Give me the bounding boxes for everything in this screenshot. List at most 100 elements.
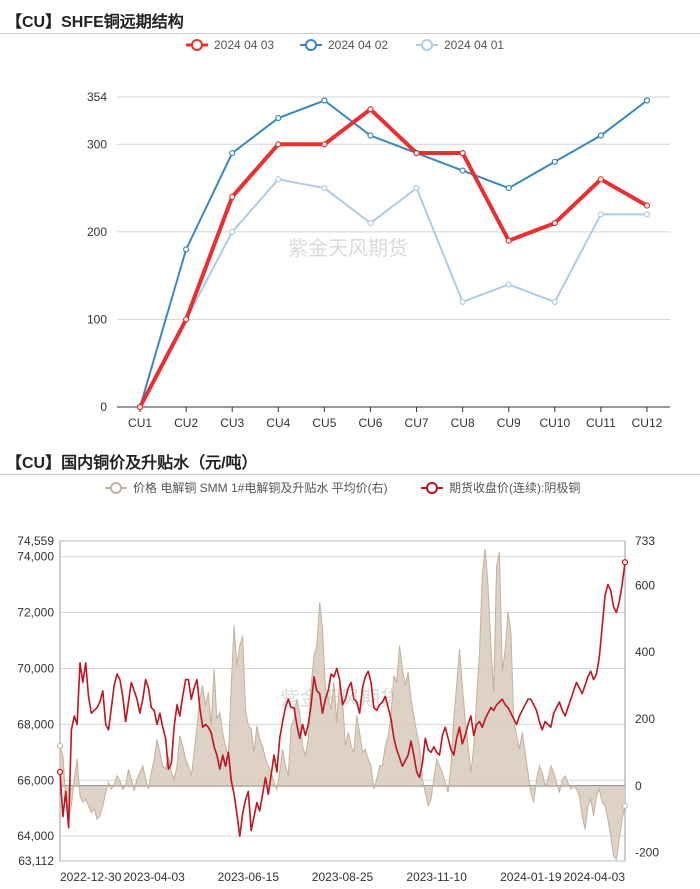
series-3-point: [321, 184, 328, 192]
right-y-tick-label: -200: [635, 846, 659, 860]
x-tick-label: 2023-04-03: [123, 870, 185, 884]
series-2-point: [229, 149, 236, 157]
series-1-point: [321, 141, 328, 148]
chart1-divider: [0, 33, 700, 34]
premium-start-point: [57, 742, 63, 749]
x-tick-label: CU7: [405, 416, 429, 430]
x-tick-label: 2023-11-10: [406, 870, 467, 884]
legend-item-premium: 价格 电解铜 SMM 1#电解铜及升贴水 平均价(右): [105, 480, 388, 495]
series-1-point: [643, 202, 651, 209]
series-1-point: [229, 193, 236, 200]
legend-label: 2024 04 03: [214, 38, 274, 52]
chart2-title: 【CU】国内铜价及升贴水（元/吨）: [6, 455, 258, 472]
series-1-point: [136, 403, 144, 411]
series-3-point: [551, 298, 558, 306]
forward-structure-chart: 2024 04 03 2024 04 02 2024 04 01 0 100 200 300…: [87, 38, 670, 430]
series-3-point: [367, 220, 374, 227]
chart1-title: 【CU】SHFE铜远期结构: [6, 14, 184, 31]
series-1-point: [597, 176, 604, 183]
right-y-tick-label: 200: [635, 712, 655, 726]
series-3-point: [413, 184, 420, 192]
left-y-tick-label: 70,000: [17, 661, 54, 675]
legend-label: 2024 04 02: [328, 38, 388, 52]
y-tick-label: 354: [87, 90, 107, 104]
premium-end-point: [622, 802, 628, 809]
series-1-point: [367, 106, 374, 113]
series-1-point: [183, 316, 190, 323]
x-tick-label: CU12: [632, 416, 663, 430]
series-3-point: [643, 211, 651, 218]
x-tick-label: 2024-04-03: [564, 870, 626, 884]
legend-item-2: 2024 04 02: [300, 38, 388, 52]
series-2-point: [367, 132, 374, 139]
series-line-2: [139, 99, 648, 408]
left-y-tick-label: 66,000: [17, 773, 54, 787]
legend-marker: [110, 482, 122, 494]
series-3-point: [505, 281, 512, 288]
series-2-point: [643, 97, 651, 104]
series-2-point: [275, 114, 282, 122]
series-3-point: [275, 176, 282, 183]
legend-item-futures: 期货收盘价(连续):阴极铜: [421, 480, 580, 495]
y-tick-label: 100: [87, 312, 107, 326]
legend-marker: [421, 39, 433, 51]
series-1-point: [459, 149, 466, 157]
series-line-1: [138, 107, 648, 408]
series-3-point: [597, 211, 604, 218]
y-tick-label: 200: [87, 225, 107, 239]
x-tick-label: 2024-01-19: [500, 870, 562, 884]
x-tick-label: 2023-06-15: [218, 870, 280, 884]
left-y-tick-label: 72,000: [17, 606, 54, 620]
series-2-point: [183, 246, 190, 253]
x-tick-label: 2023-08-25: [312, 870, 374, 884]
x-tick-label: CU6: [358, 416, 382, 430]
x-tick-label: CU5: [312, 416, 336, 430]
watermark: 紫金天风期货: [288, 236, 408, 260]
legend-marker: [191, 39, 203, 51]
x-tick-label: CU3: [220, 416, 244, 430]
right-y-tick-label: 600: [635, 578, 655, 592]
series-2-point: [551, 158, 558, 165]
x-tick-label: 2022-12-30: [60, 870, 122, 884]
right-y-tick-label: 400: [635, 645, 655, 659]
series-1-point: [413, 149, 420, 157]
series-3-point: [229, 228, 236, 235]
series-1-point: [275, 141, 282, 148]
right-y-tick-label: 0: [635, 779, 642, 793]
legend-label: 价格 电解铜 SMM 1#电解铜及升贴水 平均价(右): [133, 480, 388, 495]
x-tick-label: CU4: [266, 416, 290, 430]
series-1-point: [505, 237, 512, 244]
right-y-tick-label: 733: [635, 534, 655, 548]
left-y-tick-label: 64,000: [17, 829, 54, 843]
x-tick-label: CU8: [451, 416, 475, 430]
legend-item-1: 2024 04 03: [186, 38, 274, 52]
legend-item-3: 2024 04 01: [416, 38, 504, 52]
series-line-3: [139, 178, 647, 408]
legend-marker: [305, 39, 317, 51]
futures-start-point: [56, 768, 64, 775]
x-tick-label: CU9: [497, 416, 521, 430]
futures-price-line: [59, 562, 626, 838]
y-tick-label: 300: [87, 137, 107, 151]
left-y-tick-label: 74,559: [17, 534, 54, 548]
series-2-point: [321, 97, 328, 104]
futures-end-point: [621, 559, 629, 566]
series-1-point: [551, 220, 558, 227]
x-tick-label: CU1: [128, 416, 152, 430]
series-2-point: [505, 184, 512, 192]
series-2-point: [597, 132, 604, 139]
left-y-tick-label: 68,000: [17, 717, 54, 731]
legend-label: 期货收盘价(连续):阴极铜: [449, 480, 580, 495]
legend-label: 2024 04 01: [444, 38, 504, 52]
chart2-divider: [0, 474, 700, 475]
series-2-point: [459, 167, 466, 174]
series-3-point: [459, 298, 466, 306]
x-tick-label: CU2: [174, 416, 198, 430]
left-y-tick-label: 63,112: [18, 854, 54, 868]
x-tick-label: CU10: [539, 416, 570, 430]
x-tick-label: CU11: [586, 416, 616, 430]
legend-marker: [426, 482, 438, 494]
left-y-tick-label: 74,000: [17, 550, 54, 564]
y-tick-label: 0: [100, 400, 107, 414]
